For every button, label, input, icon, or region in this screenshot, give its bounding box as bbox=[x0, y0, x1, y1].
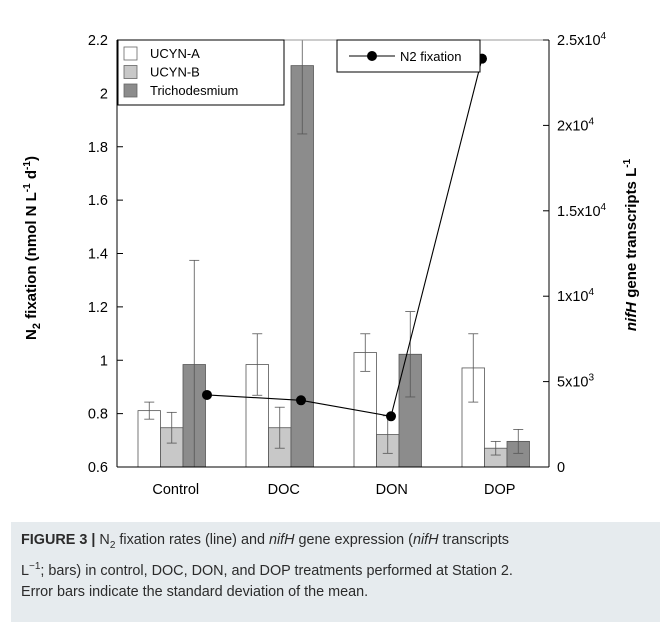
caption-label: FIGURE 3 | bbox=[21, 532, 96, 548]
n2-fixation-line bbox=[206, 58, 483, 417]
line-layer bbox=[202, 53, 487, 422]
n2-fixation-point bbox=[386, 411, 396, 422]
left-tick-label: 1.8 bbox=[88, 140, 108, 156]
legend-label: Trichodesmium bbox=[150, 83, 238, 98]
category-label: DOC bbox=[268, 482, 300, 498]
legend-swatch bbox=[123, 46, 138, 61]
right-tick-label: 2x104 bbox=[557, 116, 594, 134]
left-tick-label: 2.2 bbox=[88, 33, 108, 49]
right-tick-label: 2.5x104 bbox=[557, 31, 607, 49]
left-tick-label: 0.8 bbox=[88, 407, 108, 423]
right-tick-label: 0 bbox=[557, 460, 565, 476]
left-tick-label: 0.6 bbox=[88, 460, 108, 476]
left-tick-label: 1 bbox=[100, 353, 108, 369]
left-tick-label: 2 bbox=[100, 86, 108, 102]
right-tick-label: 1.5x104 bbox=[557, 202, 607, 220]
left-tick-label: 1.6 bbox=[88, 193, 108, 209]
bar-layer bbox=[137, 40, 530, 468]
n2-fixation-point bbox=[202, 389, 212, 400]
axes: 0.6 0.8 1 1.2 1.4 1.6 1.8 2 2.2 0 5x103 1x104 1.5x10… bbox=[88, 31, 607, 498]
right-tick-label: 1x104 bbox=[557, 287, 594, 305]
bar-legend-box bbox=[117, 39, 285, 106]
category-label: DOP bbox=[484, 482, 515, 498]
legend: UCYN-A UCYN-B Trichodesmium N2 fixation bbox=[117, 39, 481, 106]
legend-swatch bbox=[123, 65, 138, 79]
chart: 0.6 0.8 1 1.2 1.4 1.6 1.8 2 2.2 0 5x103 1x104 1.5x10… bbox=[22, 31, 640, 498]
category-label: DON bbox=[376, 482, 408, 498]
left-axis-title: N2 fixation (nmol N L-1 d-1) bbox=[22, 156, 43, 340]
line-legend-marker bbox=[367, 51, 377, 61]
figure-caption: FIGURE 3 | N2 fixation rates (line) and … bbox=[11, 522, 660, 622]
left-tick-label: 1.2 bbox=[88, 300, 108, 316]
legend-swatch bbox=[123, 83, 138, 98]
n2-fixation-point bbox=[296, 395, 306, 406]
right-axis-title: nifH gene transcripts L-1 bbox=[622, 158, 640, 331]
right-tick-label: 5x103 bbox=[557, 373, 594, 391]
legend-label: UCYN-A bbox=[150, 46, 200, 61]
category-label: Control bbox=[152, 482, 199, 498]
left-tick-label: 1.4 bbox=[88, 247, 108, 263]
axis-titles: N2 fixation (nmol N L-1 d-1) nifH gene t… bbox=[22, 156, 640, 340]
legend-label: UCYN-B bbox=[150, 65, 200, 80]
line-legend-label: N2 fixation bbox=[400, 49, 461, 64]
